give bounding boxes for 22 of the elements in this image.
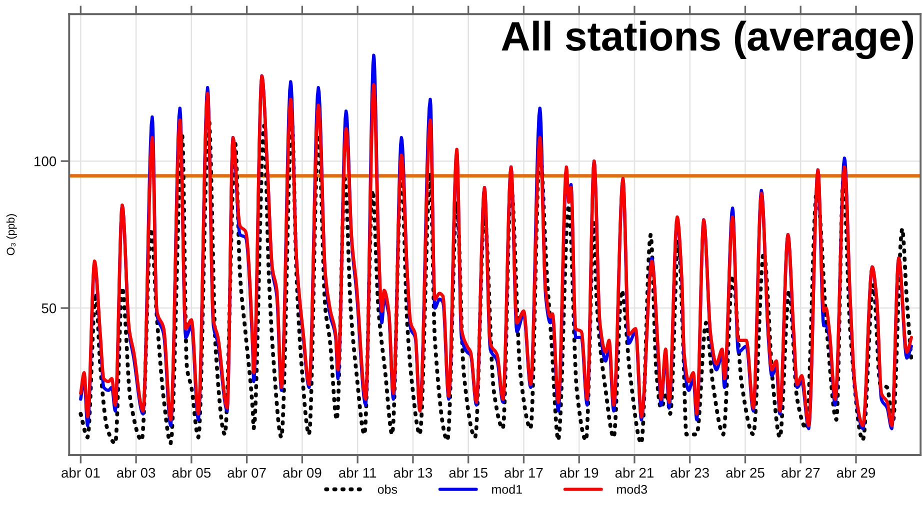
x-tick-label: abr 27: [782, 468, 820, 478]
x-tick-label: abr 03: [116, 468, 156, 478]
y-axis-title: O₃ (ppb): [6, 214, 17, 256]
x-tick-label: abr 29: [836, 468, 876, 478]
y-tick-label: 100: [34, 156, 56, 166]
x-tick-label: abr 07: [228, 468, 266, 478]
legend-label: obs: [378, 484, 398, 494]
x-tick-label: abr 21: [615, 468, 654, 478]
x-tick-label: abr 13: [394, 468, 432, 478]
x-tick-label: abr 23: [670, 468, 709, 478]
x-tick-label: abr 15: [449, 468, 488, 478]
x-tick-label: abr 05: [172, 468, 211, 478]
x-tick-label: abr 09: [283, 468, 322, 478]
x-tick-label: abr 11: [339, 468, 376, 478]
chart-title: All stations (average): [502, 20, 914, 60]
x-tick-label: abr 01: [62, 468, 100, 478]
x-tick-label: abr 25: [726, 468, 764, 478]
legend-label: mod3: [617, 484, 647, 494]
x-tick-label: abr 19: [560, 468, 598, 478]
y-tick-label: 50: [42, 303, 56, 314]
legend-label: mod1: [492, 484, 522, 494]
x-tick-label: abr 17: [504, 468, 543, 478]
